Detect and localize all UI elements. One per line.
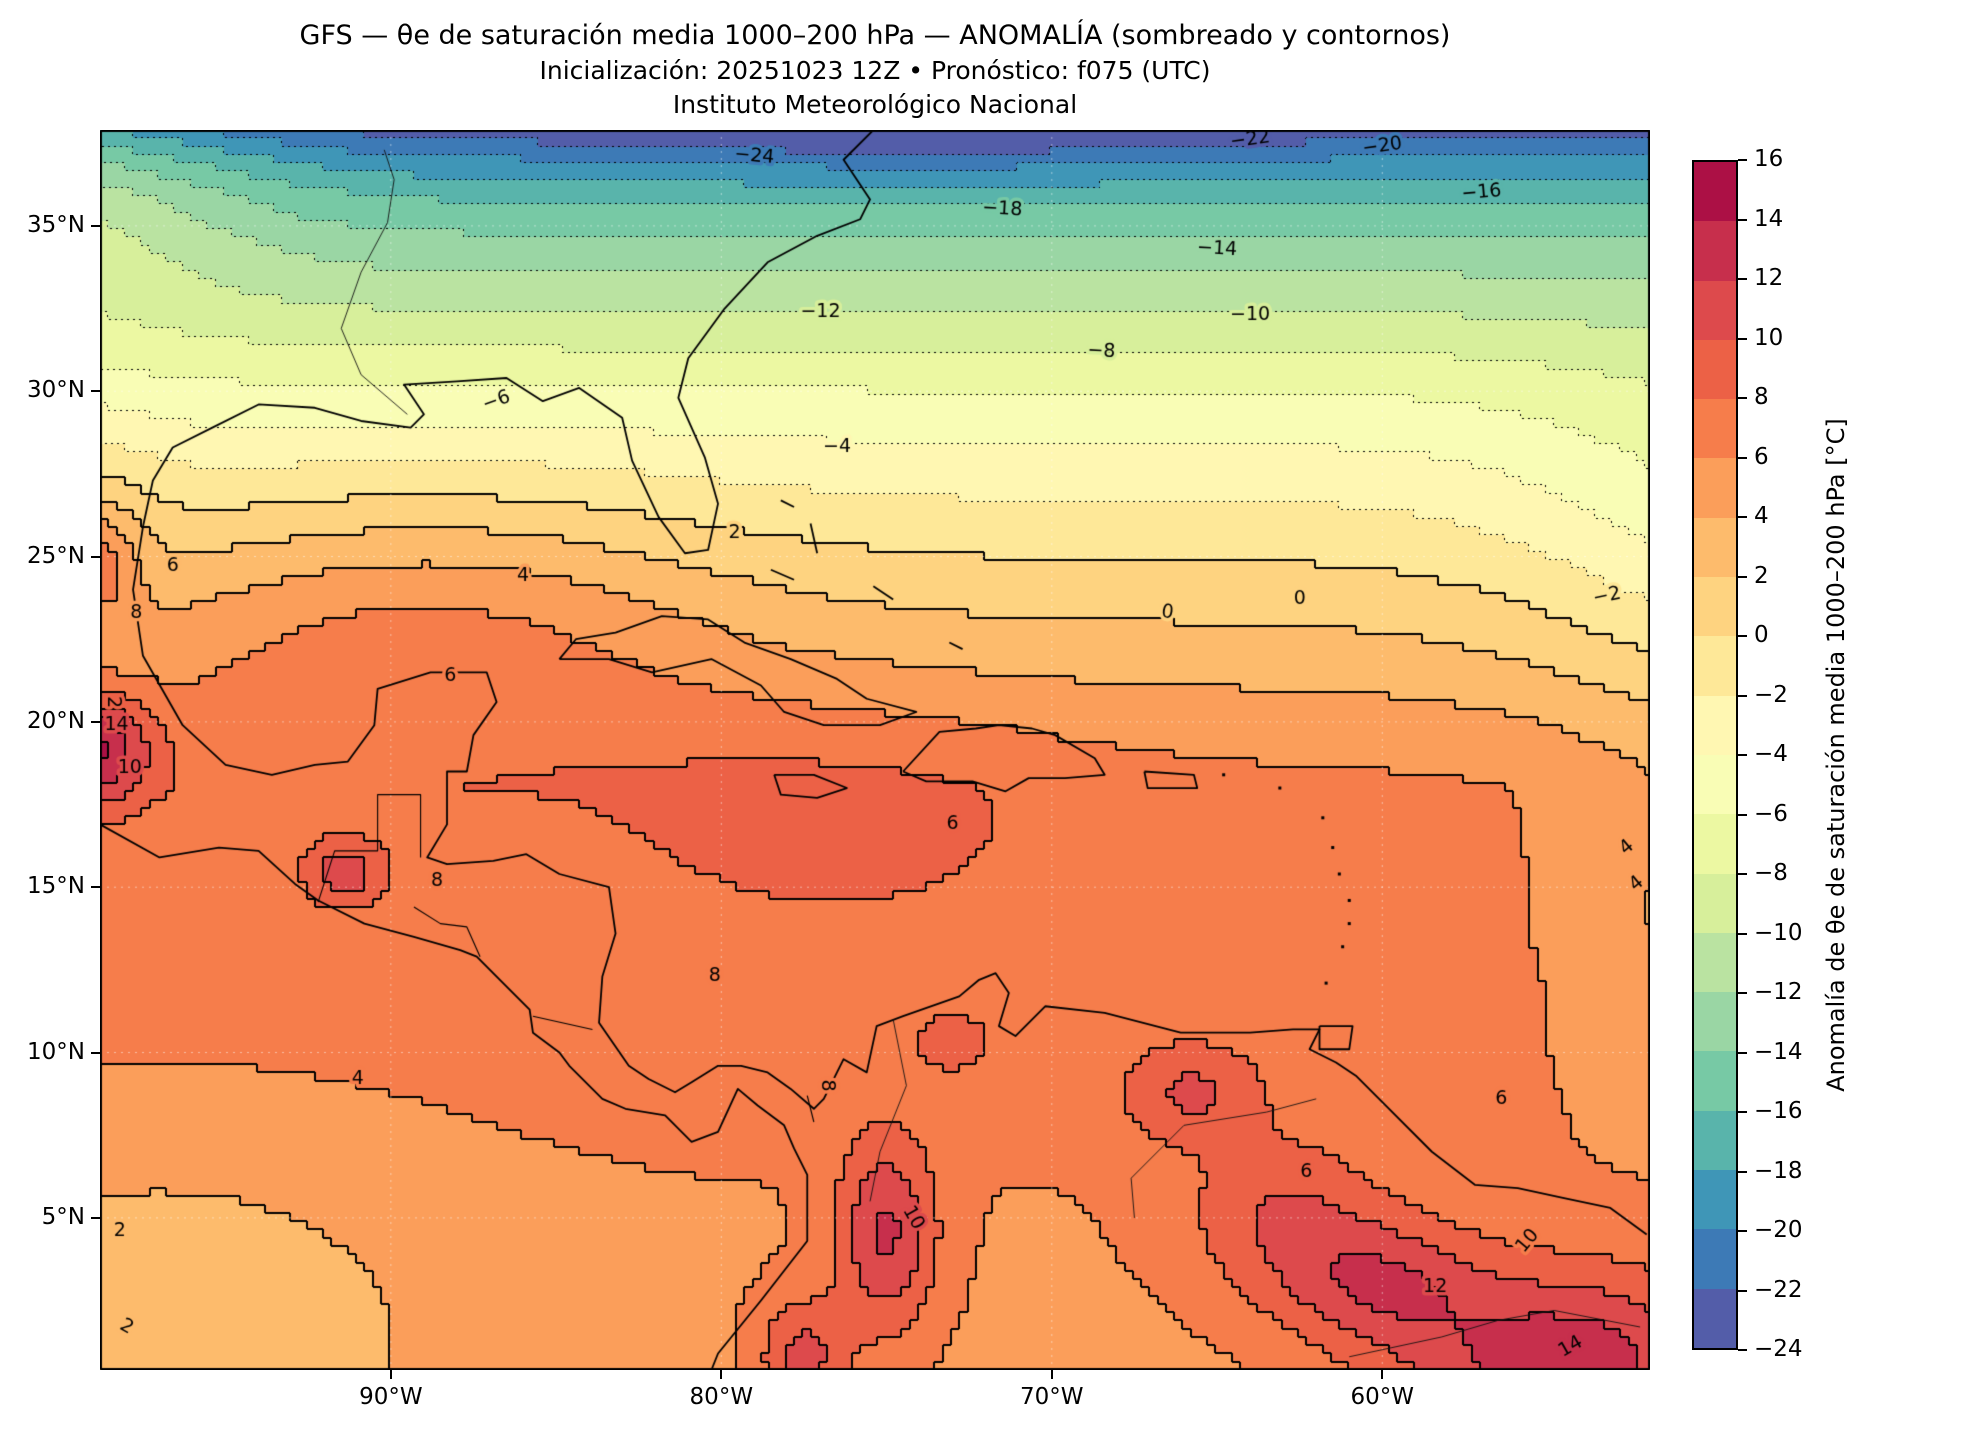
y-tick — [91, 390, 100, 393]
chart-title: GFS — θe de saturación media 1000–200 hP… — [299, 20, 1451, 51]
y-tick — [91, 555, 100, 558]
y-tick — [91, 1051, 100, 1054]
colorbar-cell — [1694, 517, 1736, 578]
colorbar-cell — [1694, 814, 1736, 874]
colorbar-cell — [1694, 221, 1736, 281]
colorbar-tick — [1738, 456, 1747, 459]
y-tick-label: 20°N — [27, 707, 85, 734]
colorbar-cell — [1694, 399, 1736, 459]
colorbar-tick — [1738, 278, 1747, 280]
y-tick — [91, 886, 100, 889]
x-tick-label: 90°W — [359, 1384, 423, 1410]
colorbar — [1692, 160, 1738, 1350]
y-tick-label: 35°N — [27, 211, 85, 238]
colorbar-tick — [1738, 575, 1747, 578]
colorbar-tick-label: −16 — [1754, 1098, 1803, 1124]
x-tick — [720, 1370, 723, 1379]
colorbar-tick-label: −14 — [1754, 1038, 1803, 1065]
colorbar-tick — [1738, 754, 1747, 756]
colorbar-tick — [1738, 992, 1747, 994]
y-tick-label: 15°N — [27, 873, 85, 900]
colorbar-tick — [1738, 516, 1747, 518]
chart-subtitle-init: Inicialización: 20251023 12Z • Pronóstic… — [539, 56, 1211, 85]
x-tick-label: 80°W — [689, 1384, 754, 1410]
y-tick-label: 30°N — [27, 377, 85, 404]
colorbar-tick-label: −4 — [1754, 741, 1788, 767]
x-tick — [389, 1370, 392, 1379]
colorbar-tick-label: 14 — [1754, 205, 1784, 232]
colorbar-tick-label: 12 — [1754, 265, 1784, 291]
colorbar-tick — [1738, 873, 1747, 875]
colorbar-tick-label: −8 — [1754, 860, 1788, 886]
colorbar-tick-label: −18 — [1754, 1157, 1803, 1184]
colorbar-tick-label: 16 — [1754, 146, 1784, 172]
colorbar-cell — [1694, 577, 1736, 637]
colorbar-tick — [1738, 1230, 1747, 1232]
colorbar-tick — [1738, 1111, 1747, 1113]
colorbar-tick-label: 6 — [1754, 443, 1769, 470]
colorbar-tick — [1738, 1051, 1747, 1054]
colorbar-tick — [1738, 694, 1747, 697]
colorbar-tick-label: 8 — [1754, 384, 1769, 410]
colorbar-cell — [1694, 339, 1736, 400]
colorbar-tick-label: −2 — [1754, 681, 1788, 708]
colorbar-cell — [1694, 1110, 1736, 1171]
colorbar-cell — [1694, 932, 1736, 993]
colorbar-cell — [1694, 1051, 1736, 1111]
colorbar-tick-label: 2 — [1754, 562, 1769, 589]
colorbar-tick — [1738, 218, 1747, 221]
colorbar-tick-label: 0 — [1754, 622, 1769, 648]
colorbar-cell — [1694, 636, 1736, 696]
colorbar-tick-label: −12 — [1754, 979, 1803, 1005]
y-tick-label: 10°N — [27, 1038, 85, 1065]
y-tick — [91, 1216, 100, 1219]
x-tick-label: 60°W — [1350, 1384, 1415, 1410]
colorbar-tick-label: −24 — [1754, 1336, 1803, 1362]
colorbar-cell — [1694, 1170, 1736, 1230]
colorbar-cell — [1694, 992, 1736, 1052]
colorbar-tick — [1738, 1349, 1747, 1351]
colorbar-cell — [1694, 754, 1736, 815]
y-tick — [91, 720, 100, 723]
chart-subtitle-org: Instituto Meteorológico Nacional — [672, 90, 1078, 119]
y-tick-label: 5°N — [41, 1203, 85, 1230]
colorbar-cell — [1694, 1288, 1736, 1348]
y-tick — [91, 224, 100, 227]
colorbar-tick — [1738, 159, 1747, 161]
x-tick — [1050, 1370, 1053, 1379]
x-tick — [1381, 1370, 1384, 1379]
anomaly-map-canvas — [100, 130, 1650, 1370]
x-tick-label: 70°W — [1020, 1384, 1084, 1410]
colorbar-cell — [1694, 280, 1736, 340]
colorbar-tick-label: −6 — [1754, 800, 1788, 827]
colorbar-tick — [1738, 635, 1747, 637]
colorbar-cell — [1694, 695, 1736, 755]
colorbar-axis-label: Anomalía de θe de saturación media 1000–… — [1822, 418, 1850, 1092]
colorbar-tick-label: 4 — [1754, 503, 1769, 529]
colorbar-tick — [1738, 1170, 1747, 1173]
colorbar-cell — [1694, 162, 1736, 222]
colorbar-cell — [1694, 1229, 1736, 1289]
colorbar-tick — [1738, 932, 1747, 935]
colorbar-tick-label: −22 — [1754, 1276, 1803, 1303]
colorbar-tick — [1738, 1289, 1747, 1292]
colorbar-tick — [1738, 337, 1747, 340]
y-tick-label: 25°N — [27, 542, 85, 569]
colorbar-tick — [1738, 397, 1747, 399]
colorbar-tick-label: −20 — [1754, 1217, 1803, 1243]
colorbar-cell — [1694, 873, 1736, 933]
colorbar-tick — [1738, 813, 1747, 816]
colorbar-tick-label: 10 — [1754, 324, 1784, 351]
colorbar-cell — [1694, 458, 1736, 518]
colorbar-tick-label: −10 — [1754, 919, 1803, 946]
